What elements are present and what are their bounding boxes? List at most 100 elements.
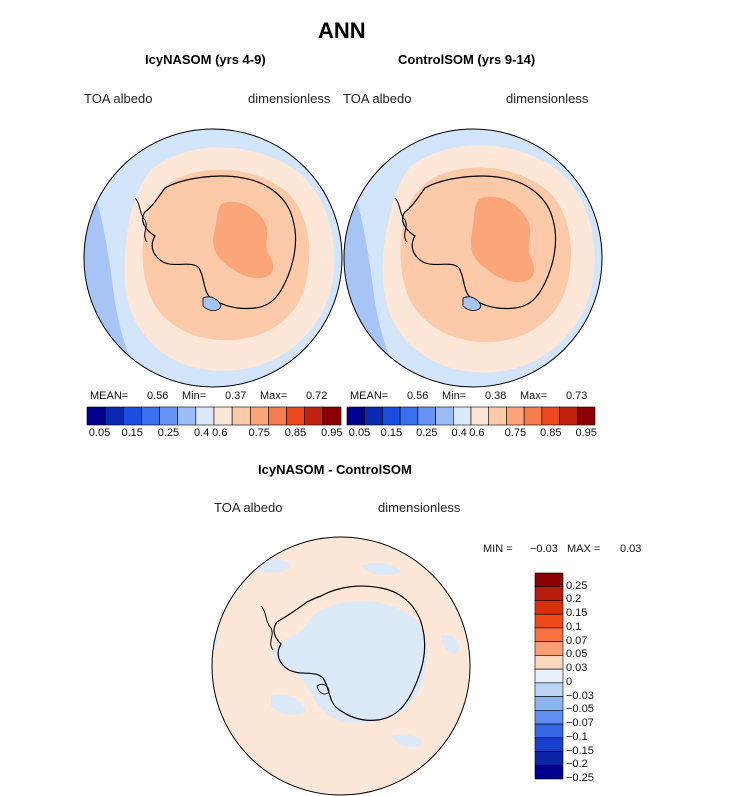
panel-2-min-label: Min= [442,390,467,402]
panel-2-map [343,128,603,388]
diff-variable-label: TOA albedo [214,500,283,515]
panel-1-colorbar-tick-label: 0.6 [212,427,228,439]
diff-colorbar-tick-label: −0.07 [566,717,594,730]
diff-colorbar-swatch [534,613,564,629]
panel-2-colorbar-tick-label: 0.85 [540,427,562,439]
panel-1-variable-label: TOA albedo [84,91,153,106]
panel-1-min-value: 0.37 [225,390,247,402]
diff-colorbar-tick-label: 0.03 [566,662,588,675]
panel-2-colorbar-swatch [346,406,366,426]
diff-colorbar-tick-label: −0.15 [566,744,594,757]
panel-1-max-value: 0.72 [306,390,328,402]
panel-1-min-label: Min= [182,390,207,402]
panel-2-colorbar-swatch [382,406,401,426]
panel-1-mean-label: MEAN= [90,390,129,402]
diff-colorbar [534,572,564,780]
diff-colorbar-tick-label: −0.03 [566,689,594,702]
diff-colorbar-ticks: 0.25 0.2 0.15 0.1 0.07 0.05 0.03 0 −0.03 −0.05 −0.… [566,573,626,784]
diff-colorbar-tick-label: 0.07 [566,634,588,647]
panel-1-mean-value: 0.56 [147,390,169,402]
diff-map [211,536,471,796]
diff-max-value: 0.03 [620,543,642,555]
diff-colorbar-swatch [534,682,564,697]
panel-1-colorbar-ticks: 0.05 0.15 0.25 0.4 0.6 0.75 0.85 0.95 [87,427,343,441]
diff-colorbar-tick-label: −0.1 [566,730,588,743]
diff-colorbar-swatch [534,696,564,711]
panel-2-max-label: Max= [520,390,548,402]
diff-colorbar-swatch [534,572,564,588]
diff-min-value: −0.03 [530,543,558,555]
panel-2-colorbar-tick-label: 0.05 [348,427,371,439]
panel-1-title: IcyNASOM (yrs 4-9) [145,52,266,67]
diff-min-label: MIN = [483,543,513,555]
panel-1-colorbar [86,406,342,426]
panel-2-colorbar-tick-label: 0.75 [504,427,527,439]
diff-colorbar-swatch [534,764,564,780]
panel-2-colorbar-swatch [506,406,525,426]
panel-2-colorbar-tick-label: 0.6 [469,427,485,439]
diff-colorbar-swatch [534,751,564,766]
panel-1-colorbar-swatch [86,406,106,426]
diff-colorbar-tick-label: 0.2 [566,593,582,606]
panel-2-variable-label: TOA albedo [343,91,412,106]
diff-max-label: MAX = [567,543,601,555]
panel-2-colorbar-ticks: 0.05 0.15 0.25 0.4 0.6 0.75 0.85 0.95 [347,427,597,441]
diff-colorbar-swatch [534,641,564,656]
panel-1-colorbar-swatch [177,406,197,426]
panel-2-min-value: 0.38 [485,390,507,402]
panel-2-mean-value: 0.56 [407,390,429,402]
panel-1-colorbar-swatch [286,406,306,426]
panel-1-colorbar-tick-label: 0.15 [121,427,143,439]
panel-2-colorbar-tick-label: 0.4 [451,427,467,439]
panel-2-colorbar-swatch [417,406,436,426]
panel-1-colorbar-swatch [268,406,287,426]
panel-1-colorbar-swatch [122,406,142,426]
panel-1-colorbar-swatch [141,406,160,426]
panel-2-title: ControlSOM (yrs 9-14) [398,52,536,67]
diff-colorbar-swatch [534,710,564,725]
diff-colorbar-tick-label: 0.05 [566,648,588,661]
panel-2-colorbar-swatch [523,406,543,426]
diff-colorbar-swatch [534,586,564,601]
diff-colorbar-swatch [534,600,564,615]
diff-colorbar-swatch [534,737,564,752]
diff-units-label: dimensionless [378,500,461,515]
panel-1-colorbar-tick-label: 0.95 [321,427,343,439]
diff-colorbar-tick-label: 0.25 [566,579,588,592]
panel-1-colorbar-swatch [322,406,342,426]
diff-colorbar-swatch [534,627,564,642]
panel-2-colorbar [346,406,596,426]
diff-colorbar-tick-label: −0.05 [566,703,594,716]
panel-2-colorbar-swatch [470,406,490,426]
panel-1-colorbar-tick-label: 0.05 [88,427,111,439]
panel-1-colorbar-tick-label: 0.4 [194,427,210,439]
panel-1-colorbar-swatch [304,406,324,426]
panel-1-map [83,128,343,388]
panel-2-colorbar-swatch [452,406,472,426]
panel-1-colorbar-swatch [213,406,233,426]
panel-1-colorbar-swatch [249,406,269,426]
panel-2-colorbar-swatch [364,406,383,426]
panel-2-colorbar-tick-label: 0.95 [575,427,597,439]
panel-2-mean-label: MEAN= [350,390,389,402]
diff-colorbar-swatch [534,668,564,684]
diff-colorbar-tick-label: 0.15 [566,607,588,620]
panel-1-colorbar-swatch [159,406,179,426]
panel-1-colorbar-tick-label: 0.75 [248,427,270,439]
panel-2-colorbar-swatch [559,406,578,426]
diff-colorbar-tick-label: 0.1 [566,620,582,633]
panel-2-colorbar-swatch [488,406,507,426]
panel-1-colorbar-swatch [104,406,124,426]
panel-2-colorbar-swatch [576,406,596,426]
panel-1-units-label: dimensionless [248,91,331,106]
panel-2-max-value: 0.73 [566,390,588,402]
page-title: ANN [318,18,366,43]
diff-colorbar-tick-label: 0 [566,675,573,688]
diff-colorbar-tick-label: −0.2 [566,758,588,771]
panel-2-colorbar-tick-label: 0.15 [380,427,403,439]
panel-1-colorbar-tick-label: 0.25 [157,427,180,439]
panel-2-units-label: dimensionless [506,91,589,106]
panel-2-colorbar-swatch [541,406,560,426]
diff-panel-title: IcyNASOM - ControlSOM [258,462,412,477]
diff-colorbar-swatch [534,655,564,670]
